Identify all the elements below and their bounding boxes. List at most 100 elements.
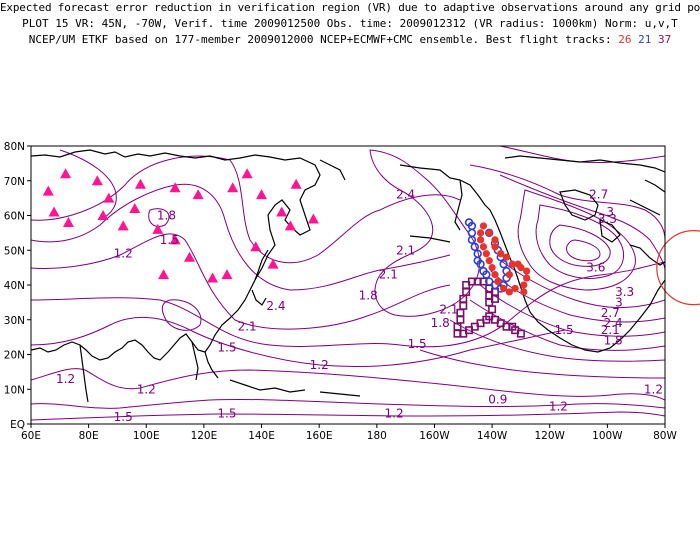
lon-tick-label: 80E (79, 430, 99, 442)
contour-label: 2.7 (589, 188, 608, 202)
lon-tick-label: 60E (21, 430, 41, 442)
triangle-marker (60, 168, 72, 179)
track-26-point (523, 274, 531, 282)
track-37-point (488, 305, 497, 314)
triangle-marker (184, 251, 195, 262)
lon-tick-label: 160W (419, 430, 450, 442)
lat-tick-label: 10N (4, 384, 25, 396)
track-21-point (470, 242, 479, 251)
contour-label: 1.2 (644, 382, 663, 396)
contour-label: 1.2 (137, 382, 156, 396)
triangle-marker (276, 206, 288, 217)
triangle-marker (169, 234, 181, 245)
contour-label: 2.4 (266, 299, 285, 313)
track-26-point (479, 243, 488, 251)
contour-label: 3.6 (586, 261, 605, 275)
contour-label: 1.5 (160, 233, 179, 247)
track-37-point (456, 315, 465, 324)
triangle-marker (158, 269, 170, 280)
triangle-marker (48, 206, 60, 217)
contour-label: 2.7 (601, 306, 620, 320)
track-21-point (476, 259, 485, 269)
lon-tick-label: 120E (191, 430, 218, 442)
track-26-point (508, 260, 516, 268)
contour-label: 1.5 (114, 410, 133, 424)
contour-label: 1.2 (56, 372, 75, 386)
coastlines (31, 149, 665, 403)
contour-label: 1.2 (310, 358, 329, 372)
contour-label: 1.2 (549, 400, 568, 414)
lat-tick-label: 30N (4, 315, 25, 327)
lat-tick-label: EQ (10, 419, 25, 431)
track-21-point (499, 259, 508, 269)
figure-header: Expected forecast error reduction in ver… (0, 0, 700, 48)
track-37-point (459, 301, 468, 310)
contour-label: 0.9 (488, 393, 507, 407)
track-37-point (516, 329, 525, 338)
contour-label: 1.8 (359, 288, 378, 302)
triangle-marker (103, 192, 115, 203)
track-21-point (467, 228, 477, 238)
track-21-point (467, 235, 477, 245)
track-21-point (482, 270, 491, 279)
triangle-marker (290, 178, 302, 189)
latitude-axis: EQ 10N 20N 30N 40N 50N 60N 70N 80N (4, 141, 31, 431)
triangle-marker (152, 223, 164, 234)
track-37-point (467, 277, 476, 286)
contour-lines (31, 146, 665, 421)
triangle-marker (241, 168, 253, 179)
triangle-marker (62, 216, 74, 227)
triangle-marker (97, 210, 109, 220)
contour-label: 1.5 (217, 407, 236, 421)
triangle-marker (42, 185, 54, 196)
lat-tick-label: 80N (4, 141, 25, 153)
lat-tick-label: 50N (4, 245, 25, 257)
contour-label: 1.5 (555, 323, 574, 337)
header-title: Expected forecast error reduction in ver… (0, 1, 700, 14)
triangle-marker (221, 269, 233, 280)
contour-label: 1.2 (114, 247, 133, 261)
track-26-point (491, 270, 499, 279)
track-26-point (485, 229, 493, 237)
contour-label: 3.3 (615, 285, 634, 299)
track-26-point (502, 253, 511, 261)
flight-track-26 (476, 222, 531, 296)
contour-label: 1.8 (604, 334, 623, 348)
verification-region-circle (656, 230, 700, 306)
contour-label: 2.4 (396, 188, 415, 202)
track-26-label: 26 (618, 33, 632, 46)
header-ensemble-line: NCEP/UM ETKF based on 177-member 2009012… (0, 32, 700, 48)
track-26-point (476, 236, 485, 244)
contour-label: 3 (615, 295, 623, 309)
lon-tick-label: 140W (477, 430, 508, 442)
contour-label: 1.2 (385, 407, 404, 421)
triangle-marker (284, 220, 296, 231)
track-26-point (514, 260, 522, 268)
lat-tick-label: 70N (4, 176, 25, 188)
contour-label: 3.3 (598, 212, 617, 226)
track-21-label: 21 (638, 33, 652, 46)
contour-label: 2.4 (604, 316, 623, 330)
track-26-point (491, 236, 499, 244)
contour-label: 1.5 (408, 337, 427, 351)
flight-track-37 (453, 277, 525, 338)
track-26-point (523, 267, 531, 275)
track-26-point (505, 270, 513, 279)
lon-tick-label: 160E (306, 430, 333, 442)
contour-label: 2.1 (439, 302, 458, 316)
triangle-marker (117, 220, 129, 231)
contour-labels: 2.42.42.12.11.82.733.33.63.332.72.42.11.… (56, 188, 663, 424)
track-26-point (500, 284, 508, 293)
lon-tick-label: 100W (592, 430, 623, 442)
triangle-marker (192, 189, 204, 200)
track-26-point (505, 288, 513, 296)
triangle-marker (256, 189, 268, 200)
contour-label: 2.1 (238, 320, 257, 334)
track-26-point (485, 257, 493, 265)
contour-label: 1.8 (157, 209, 176, 223)
contour-label: 1.5 (217, 341, 236, 355)
lon-tick-label: 80W (653, 430, 677, 442)
header-subtitle: PLOT 15 VR: 45N, -70W, Verif. time 20090… (22, 17, 678, 30)
lat-tick-label: 40N (4, 280, 25, 292)
